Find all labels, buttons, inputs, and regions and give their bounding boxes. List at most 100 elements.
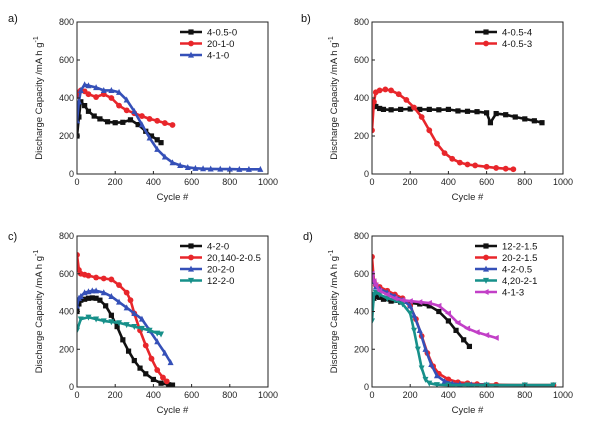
series-line-4-1-3 [372, 272, 498, 340]
data-point [372, 282, 379, 289]
data-point [380, 296, 387, 302]
data-point [539, 120, 545, 126]
data-point [166, 382, 172, 387]
x-tick-label: 400 [146, 177, 161, 187]
legend-swatch-marker [483, 277, 489, 284]
y-axis-label-exponent: -1 [328, 250, 335, 256]
data-point [161, 120, 168, 126]
data-point [104, 119, 111, 125]
data-point [146, 116, 153, 122]
data-point [376, 287, 383, 294]
data-point [93, 94, 99, 100]
data-point [550, 382, 557, 387]
y-tick-label: 800 [59, 17, 74, 27]
data-point [93, 274, 99, 281]
data-point [91, 113, 97, 119]
x-axis-label: Cycle # [452, 192, 484, 203]
legend-swatch-marker [483, 254, 489, 261]
data-point [493, 110, 499, 117]
data-point [403, 97, 410, 103]
series-line-4-0.5-4 [372, 104, 544, 124]
data-point [200, 165, 207, 172]
data-point [123, 289, 130, 296]
legend-entry-label: 4-0.5-3 [502, 39, 532, 50]
data-point [483, 332, 490, 339]
data-point [207, 165, 214, 172]
y-tick-label: 0 [69, 382, 74, 392]
y-tick-label: 0 [69, 169, 74, 179]
data-point [531, 118, 537, 124]
data-point [472, 162, 479, 169]
chart-panel-4: d) 0 200 400 600 800 1000 0 200 400 600 800 Cycle # D… [303, 231, 573, 416]
data-point [77, 327, 80, 334]
data-point [93, 84, 100, 91]
x-tick-label: 0 [369, 177, 374, 187]
y-axis-label-exponent: -1 [33, 250, 40, 256]
data-point [445, 106, 451, 112]
data-point [426, 380, 433, 387]
data-point [464, 382, 471, 387]
data-point [388, 298, 394, 304]
data-point [382, 86, 389, 93]
data-point [100, 87, 107, 93]
legend-swatch-marker [482, 289, 489, 295]
data-point [123, 304, 130, 311]
data-point [461, 337, 467, 343]
data-point [411, 327, 418, 334]
legend: 4-0.5-44-0.5-3 [475, 28, 532, 50]
data-point [484, 110, 490, 116]
data-point [108, 87, 115, 93]
data-point [85, 91, 92, 98]
data-point [376, 291, 383, 298]
y-tick-label: 200 [354, 131, 369, 141]
data-point [522, 116, 528, 122]
data-point [464, 325, 471, 332]
data-point [142, 342, 149, 349]
data-point [77, 117, 80, 124]
x-tick-label: 600 [479, 177, 494, 187]
y-tick-label: 600 [59, 55, 74, 65]
x-tick-label: 200 [108, 390, 123, 400]
panel-label: c) [8, 231, 17, 243]
y-tick-label: 600 [354, 269, 369, 279]
data-point [373, 103, 379, 110]
legend-swatch-marker [483, 40, 489, 47]
data-point [85, 272, 92, 279]
data-point [154, 145, 161, 152]
chart-panel-2: b) 0 200 400 600 800 1000 0 200 400 600 800 Cycle # D… [301, 13, 573, 203]
y-tick-label: 600 [354, 55, 369, 65]
data-point [422, 376, 429, 383]
data-point [85, 314, 92, 321]
data-point [449, 155, 456, 162]
data-point [97, 116, 103, 122]
y-axis-label: Discharge Capacity /mA h g-1 [33, 36, 45, 160]
data-point [441, 377, 448, 384]
data-point [77, 301, 82, 307]
data-point [428, 360, 435, 367]
data-point [146, 134, 153, 141]
data-point [123, 322, 130, 329]
legend-entry-label: 20-2-1.5 [502, 253, 537, 264]
data-point [100, 318, 107, 325]
x-tick-label: 800 [517, 390, 532, 400]
data-point [184, 163, 191, 170]
data-point [158, 140, 164, 146]
y-axis-label-exponent: -1 [328, 36, 335, 42]
plot-frame [76, 21, 269, 175]
data-point [93, 316, 100, 323]
x-tick-label: 800 [517, 177, 532, 187]
data-point [93, 287, 100, 294]
data-point [154, 117, 161, 124]
data-point [426, 303, 432, 309]
series-line-20-2-0 [77, 289, 172, 364]
data-point [85, 295, 92, 301]
data-point [434, 140, 440, 147]
data-point [161, 153, 168, 160]
data-point [454, 319, 461, 326]
y-tick-label: 800 [354, 17, 369, 27]
data-point [135, 122, 141, 128]
data-point [391, 295, 398, 302]
data-point [103, 303, 109, 309]
data-point [160, 374, 166, 381]
